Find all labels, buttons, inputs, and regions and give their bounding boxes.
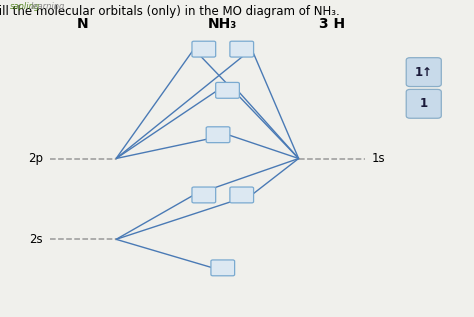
FancyBboxPatch shape <box>230 187 254 203</box>
Text: sapling: sapling <box>9 2 40 10</box>
FancyBboxPatch shape <box>216 82 239 98</box>
FancyBboxPatch shape <box>206 127 230 143</box>
FancyBboxPatch shape <box>192 41 216 57</box>
Text: 3 H: 3 H <box>319 17 345 31</box>
Text: 1s: 1s <box>372 152 386 165</box>
FancyBboxPatch shape <box>406 89 441 118</box>
FancyBboxPatch shape <box>230 41 254 57</box>
Text: 2s: 2s <box>29 233 43 246</box>
FancyBboxPatch shape <box>192 187 216 203</box>
Text: learning: learning <box>31 2 65 10</box>
Text: N: N <box>77 17 89 31</box>
Text: Fill the molecular orbitals (only) in the MO diagram of NH₃.: Fill the molecular orbitals (only) in th… <box>0 5 339 18</box>
Text: 2p: 2p <box>27 152 43 165</box>
Text: 1: 1 <box>419 97 428 110</box>
Text: NH₃: NH₃ <box>208 17 237 31</box>
Text: 1↑: 1↑ <box>415 66 433 79</box>
FancyBboxPatch shape <box>406 58 441 87</box>
FancyBboxPatch shape <box>211 260 235 276</box>
